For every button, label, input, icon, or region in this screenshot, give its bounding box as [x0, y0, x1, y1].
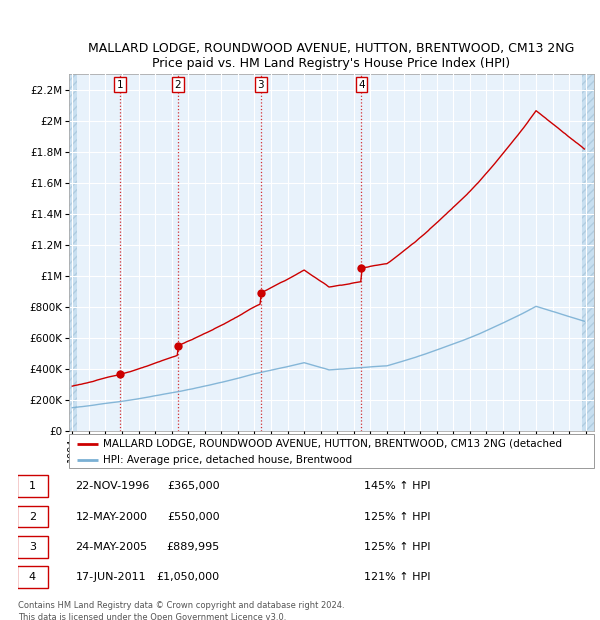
Text: 2: 2	[175, 80, 181, 90]
FancyBboxPatch shape	[17, 536, 48, 557]
Text: 1: 1	[117, 80, 124, 90]
Text: £1,050,000: £1,050,000	[157, 572, 220, 582]
Text: 4: 4	[358, 80, 365, 90]
Text: MALLARD LODGE, ROUNDWOOD AVENUE, HUTTON, BRENTWOOD, CM13 2NG (detached: MALLARD LODGE, ROUNDWOOD AVENUE, HUTTON,…	[103, 438, 562, 448]
Text: This data is licensed under the Open Government Licence v3.0.: This data is licensed under the Open Gov…	[18, 613, 286, 620]
Text: 3: 3	[29, 542, 36, 552]
FancyBboxPatch shape	[17, 476, 48, 497]
Text: 1: 1	[29, 481, 36, 491]
Text: 3: 3	[257, 80, 264, 90]
Text: 24-MAY-2005: 24-MAY-2005	[76, 542, 148, 552]
Text: 125% ↑ HPI: 125% ↑ HPI	[364, 542, 430, 552]
Text: 22-NOV-1996: 22-NOV-1996	[76, 481, 150, 491]
Text: £550,000: £550,000	[167, 512, 220, 521]
Text: 12-MAY-2000: 12-MAY-2000	[76, 512, 148, 521]
Text: Contains HM Land Registry data © Crown copyright and database right 2024.: Contains HM Land Registry data © Crown c…	[18, 601, 344, 611]
Text: 2: 2	[29, 512, 36, 521]
FancyBboxPatch shape	[69, 434, 594, 468]
Text: HPI: Average price, detached house, Brentwood: HPI: Average price, detached house, Bren…	[103, 454, 352, 464]
Text: 145% ↑ HPI: 145% ↑ HPI	[364, 481, 430, 491]
Text: £889,995: £889,995	[166, 542, 220, 552]
FancyBboxPatch shape	[17, 506, 48, 528]
Text: 17-JUN-2011: 17-JUN-2011	[76, 572, 146, 582]
Text: 121% ↑ HPI: 121% ↑ HPI	[364, 572, 430, 582]
Text: 125% ↑ HPI: 125% ↑ HPI	[364, 512, 430, 521]
FancyBboxPatch shape	[17, 566, 48, 588]
Text: 4: 4	[29, 572, 36, 582]
Title: MALLARD LODGE, ROUNDWOOD AVENUE, HUTTON, BRENTWOOD, CM13 2NG
Price paid vs. HM L: MALLARD LODGE, ROUNDWOOD AVENUE, HUTTON,…	[88, 42, 575, 71]
Text: £365,000: £365,000	[167, 481, 220, 491]
